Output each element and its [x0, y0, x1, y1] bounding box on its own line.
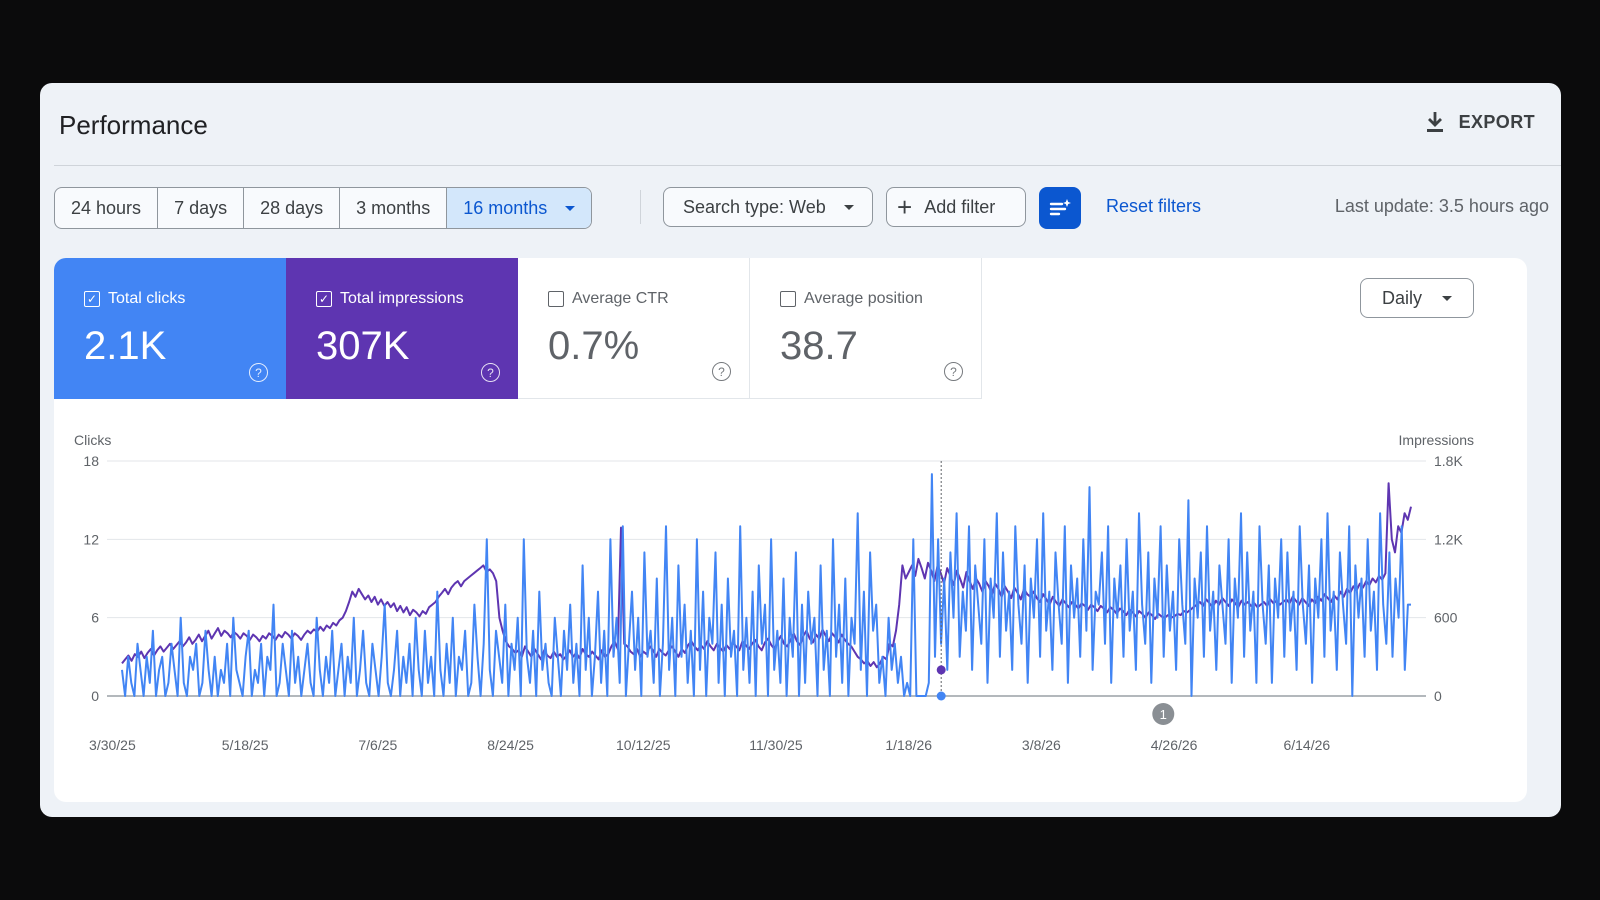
- metric-label-text: Total clicks: [108, 290, 186, 307]
- checkbox-icon[interactable]: [548, 291, 564, 307]
- metric-label-text: Total impressions: [340, 290, 464, 307]
- right-tick-label: 0: [1434, 688, 1442, 704]
- header-divider: [54, 165, 1561, 166]
- left-tick-label: 18: [83, 453, 99, 469]
- x-tick-label: 3/30/25: [89, 737, 136, 753]
- plus-icon: +: [897, 192, 913, 222]
- metric-label-text: Average CTR: [572, 290, 669, 307]
- granularity-dropdown[interactable]: Daily: [1360, 278, 1474, 318]
- range-7-days[interactable]: 7 days: [158, 188, 245, 228]
- x-tick-label: 5/18/25: [222, 737, 269, 753]
- metric-value: 2.1K: [84, 324, 167, 368]
- toolbar-separator: [640, 190, 641, 224]
- filter-settings-button[interactable]: [1039, 187, 1081, 229]
- metric-label-text: Average position: [804, 290, 923, 307]
- filter-toolbar: 24 hours 7 days 28 days 3 months 16 mont…: [54, 187, 1549, 229]
- x-tick-label: 4/26/26: [1151, 737, 1198, 753]
- export-button[interactable]: EXPORT: [1425, 111, 1535, 133]
- add-filter-label: Add filter: [924, 196, 996, 217]
- download-icon: [1426, 112, 1443, 132]
- metric-label: ✓ Total impressions: [316, 290, 464, 308]
- left-tick-label: 12: [83, 531, 99, 547]
- chart-annotations: 1: [936, 461, 1175, 725]
- right-axis-title: Impressions: [1399, 432, 1474, 448]
- x-tick-label: 7/6/25: [358, 737, 397, 753]
- left-axis-title: Clicks: [74, 432, 111, 448]
- performance-chart[interactable]: Clicks Impressions 0 0 6 600 12 1.2K 18 1.8K 3/3…: [54, 399, 1527, 799]
- checkbox-icon[interactable]: ✓: [316, 291, 332, 307]
- add-filter-button[interactable]: + Add filter: [886, 187, 1026, 227]
- chevron-down-icon: [1442, 295, 1453, 301]
- series-line-clicks: [121, 473, 1411, 697]
- metric-label: Average position: [780, 290, 923, 308]
- help-icon[interactable]: ?: [944, 362, 963, 381]
- series-lines: [121, 473, 1412, 697]
- performance-panel: Performance EXPORT 24 hours 7 days 28 da…: [40, 83, 1561, 817]
- range-3-months[interactable]: 3 months: [340, 188, 448, 228]
- range-24-hours[interactable]: 24 hours: [55, 188, 159, 228]
- search-type-label: Search type: Web: [683, 196, 826, 217]
- chevron-down-icon: [843, 204, 854, 210]
- metric-total-impressions[interactable]: ✓ Total impressions 307K ?: [286, 258, 518, 399]
- x-tick-label: 1/18/26: [885, 737, 932, 753]
- hover-point-impressions: [936, 665, 946, 675]
- last-update-text: Last update: 3.5 hours ago: [1334, 196, 1549, 216]
- search-type-dropdown[interactable]: Search type: Web: [663, 187, 873, 227]
- chart-grid: [107, 460, 1426, 697]
- x-tick-label: 6/14/26: [1283, 737, 1330, 753]
- metric-label: ✓ Total clicks: [84, 290, 185, 308]
- metric-value: 38.7: [780, 324, 858, 368]
- range-28-days[interactable]: 28 days: [244, 188, 341, 228]
- metric-value: 307K: [316, 324, 410, 368]
- filter-sparkle-icon: [1049, 199, 1071, 216]
- x-tick-label: 10/12/25: [616, 737, 671, 753]
- chevron-down-icon: [565, 205, 576, 211]
- range-16-months-label: 16 months: [463, 197, 548, 218]
- export-label: EXPORT: [1458, 111, 1535, 132]
- annotation-label: 1: [1160, 707, 1167, 722]
- metric-average-position[interactable]: Average position 38.7 ?: [750, 258, 982, 399]
- granularity-label: Daily: [1382, 287, 1423, 308]
- metric-value: 0.7%: [548, 324, 640, 368]
- help-icon[interactable]: ?: [481, 363, 500, 382]
- right-tick-label: 1.8K: [1434, 453, 1463, 469]
- checkbox-icon[interactable]: [780, 291, 796, 307]
- x-tick-label: 3/8/26: [1022, 737, 1061, 753]
- checkbox-icon[interactable]: ✓: [84, 291, 100, 307]
- x-tick-label: 11/30/25: [749, 737, 803, 753]
- metric-total-clicks[interactable]: ✓ Total clicks 2.1K ?: [54, 258, 286, 399]
- right-tick-label: 1.2K: [1434, 531, 1463, 547]
- panel-header: Performance EXPORT: [40, 83, 1561, 166]
- chart-card: ✓ Total clicks 2.1K ? ✓ Total impression…: [54, 258, 1527, 802]
- help-icon[interactable]: ?: [712, 362, 731, 381]
- annotation-marker: [1152, 703, 1175, 725]
- page-title: Performance: [59, 110, 208, 140]
- metric-average-ctr[interactable]: Average CTR 0.7% ?: [518, 258, 750, 399]
- range-16-months[interactable]: 16 months: [447, 188, 592, 228]
- left-tick-label: 0: [91, 688, 99, 704]
- metric-label: Average CTR: [548, 290, 669, 308]
- x-tick-label: 8/24/25: [487, 737, 534, 753]
- left-tick-label: 6: [91, 610, 99, 626]
- hover-point-clicks: [936, 691, 946, 701]
- reset-filters-link[interactable]: Reset filters: [1106, 196, 1202, 216]
- axis-ticks: 0 0 6 600 12 1.2K 18 1.8K 3/30/25 5/18/25 7/6/25 8/…: [83, 453, 1463, 753]
- help-icon[interactable]: ?: [249, 363, 268, 382]
- right-tick-label: 600: [1434, 610, 1458, 626]
- date-range-selector: 24 hours 7 days 28 days 3 months 16 mont…: [54, 187, 593, 229]
